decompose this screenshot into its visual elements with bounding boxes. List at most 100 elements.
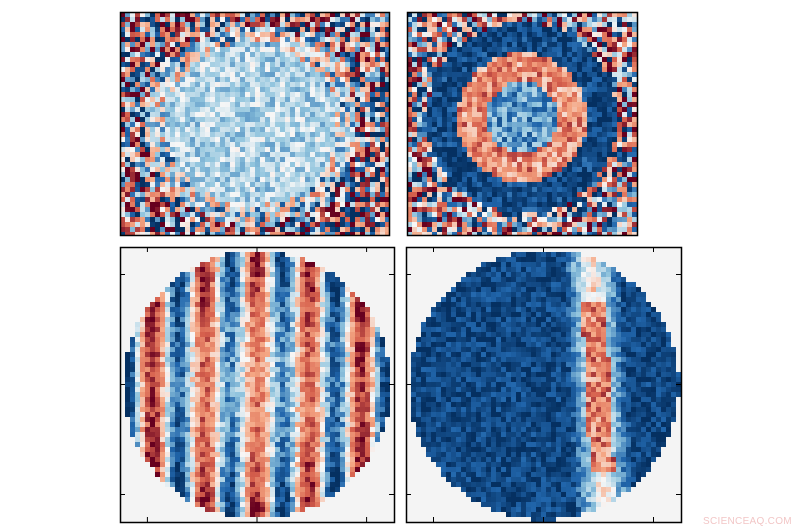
pixel [370, 67, 375, 72]
pixel [135, 122, 140, 127]
pixel [587, 107, 592, 112]
pixel [160, 122, 165, 127]
pixel [310, 222, 315, 227]
pixel [245, 212, 250, 217]
pixel [487, 192, 492, 197]
pixel [567, 22, 572, 27]
pixel [587, 97, 592, 102]
pixel [350, 102, 355, 107]
pixel [487, 187, 492, 192]
pixel [315, 87, 320, 92]
pixel [622, 212, 627, 217]
pixel [522, 122, 527, 127]
pixel [210, 182, 215, 187]
pixel [190, 167, 195, 172]
pixel [477, 92, 482, 97]
pixel [200, 157, 205, 162]
pixel [517, 227, 522, 232]
pixel [617, 127, 622, 132]
pixel [427, 192, 432, 197]
pixel [472, 187, 477, 192]
pixel [527, 22, 532, 27]
pixel [432, 52, 437, 57]
pixel [345, 97, 350, 102]
pixel [592, 92, 597, 97]
pixel [532, 167, 537, 172]
pixel [612, 12, 617, 17]
pixel [447, 127, 452, 132]
pixel [230, 272, 235, 277]
pixel [205, 312, 210, 317]
pixel [290, 77, 295, 82]
pixel [245, 232, 250, 235]
pixel [300, 272, 305, 277]
pixel [422, 32, 427, 37]
pixel [140, 207, 145, 212]
pixel [452, 167, 457, 172]
pixel [280, 302, 285, 307]
pixel [215, 152, 220, 157]
pixel [215, 262, 220, 267]
pixel [472, 227, 477, 232]
pixel [345, 117, 350, 122]
pixel [255, 252, 260, 257]
pixel [360, 92, 365, 97]
pixel [140, 172, 145, 177]
pixel [477, 112, 482, 117]
pixel [300, 192, 305, 197]
pixel [532, 77, 537, 82]
pixel [597, 187, 602, 192]
pixel [532, 197, 537, 202]
pixel [330, 117, 335, 122]
pixel [467, 132, 472, 137]
pixel [185, 212, 190, 217]
pixel [140, 57, 145, 62]
pixel [255, 42, 260, 47]
pixel [160, 77, 165, 82]
pixel [447, 217, 452, 222]
pixel [577, 52, 582, 57]
pixel [275, 302, 280, 307]
pixel [200, 142, 205, 147]
pixel [385, 127, 389, 132]
pixel [215, 192, 220, 197]
pixel [627, 162, 632, 167]
pixel [180, 202, 185, 207]
pixel [175, 177, 180, 182]
pixel [305, 192, 310, 197]
pixel [270, 22, 275, 27]
pixel [370, 147, 375, 152]
pixel [472, 157, 477, 162]
pixel [330, 77, 335, 82]
pixel [452, 222, 457, 227]
pixel [180, 142, 185, 147]
pixel [300, 147, 305, 152]
pixel [185, 72, 190, 77]
pixel [220, 82, 225, 87]
pixel [175, 117, 180, 122]
pixel [612, 82, 617, 87]
pixel [330, 192, 335, 197]
pixel [175, 127, 180, 132]
pixel [215, 22, 220, 27]
pixel [235, 307, 240, 312]
pixel [230, 317, 235, 322]
pixel [275, 142, 280, 147]
pixel [345, 72, 350, 77]
pixel [160, 187, 165, 192]
pixel [195, 102, 200, 107]
pixel [597, 212, 602, 217]
pixel [412, 177, 417, 182]
pixel [532, 227, 537, 232]
pixel [597, 97, 602, 102]
pixel [562, 132, 567, 137]
pixel [155, 37, 160, 42]
pixel [280, 282, 285, 287]
pixel [577, 227, 582, 232]
pixel [627, 47, 632, 52]
pixel [305, 207, 310, 212]
pixel [310, 137, 315, 142]
pixel [240, 137, 245, 142]
pixel [370, 122, 375, 127]
pixel [527, 192, 532, 197]
